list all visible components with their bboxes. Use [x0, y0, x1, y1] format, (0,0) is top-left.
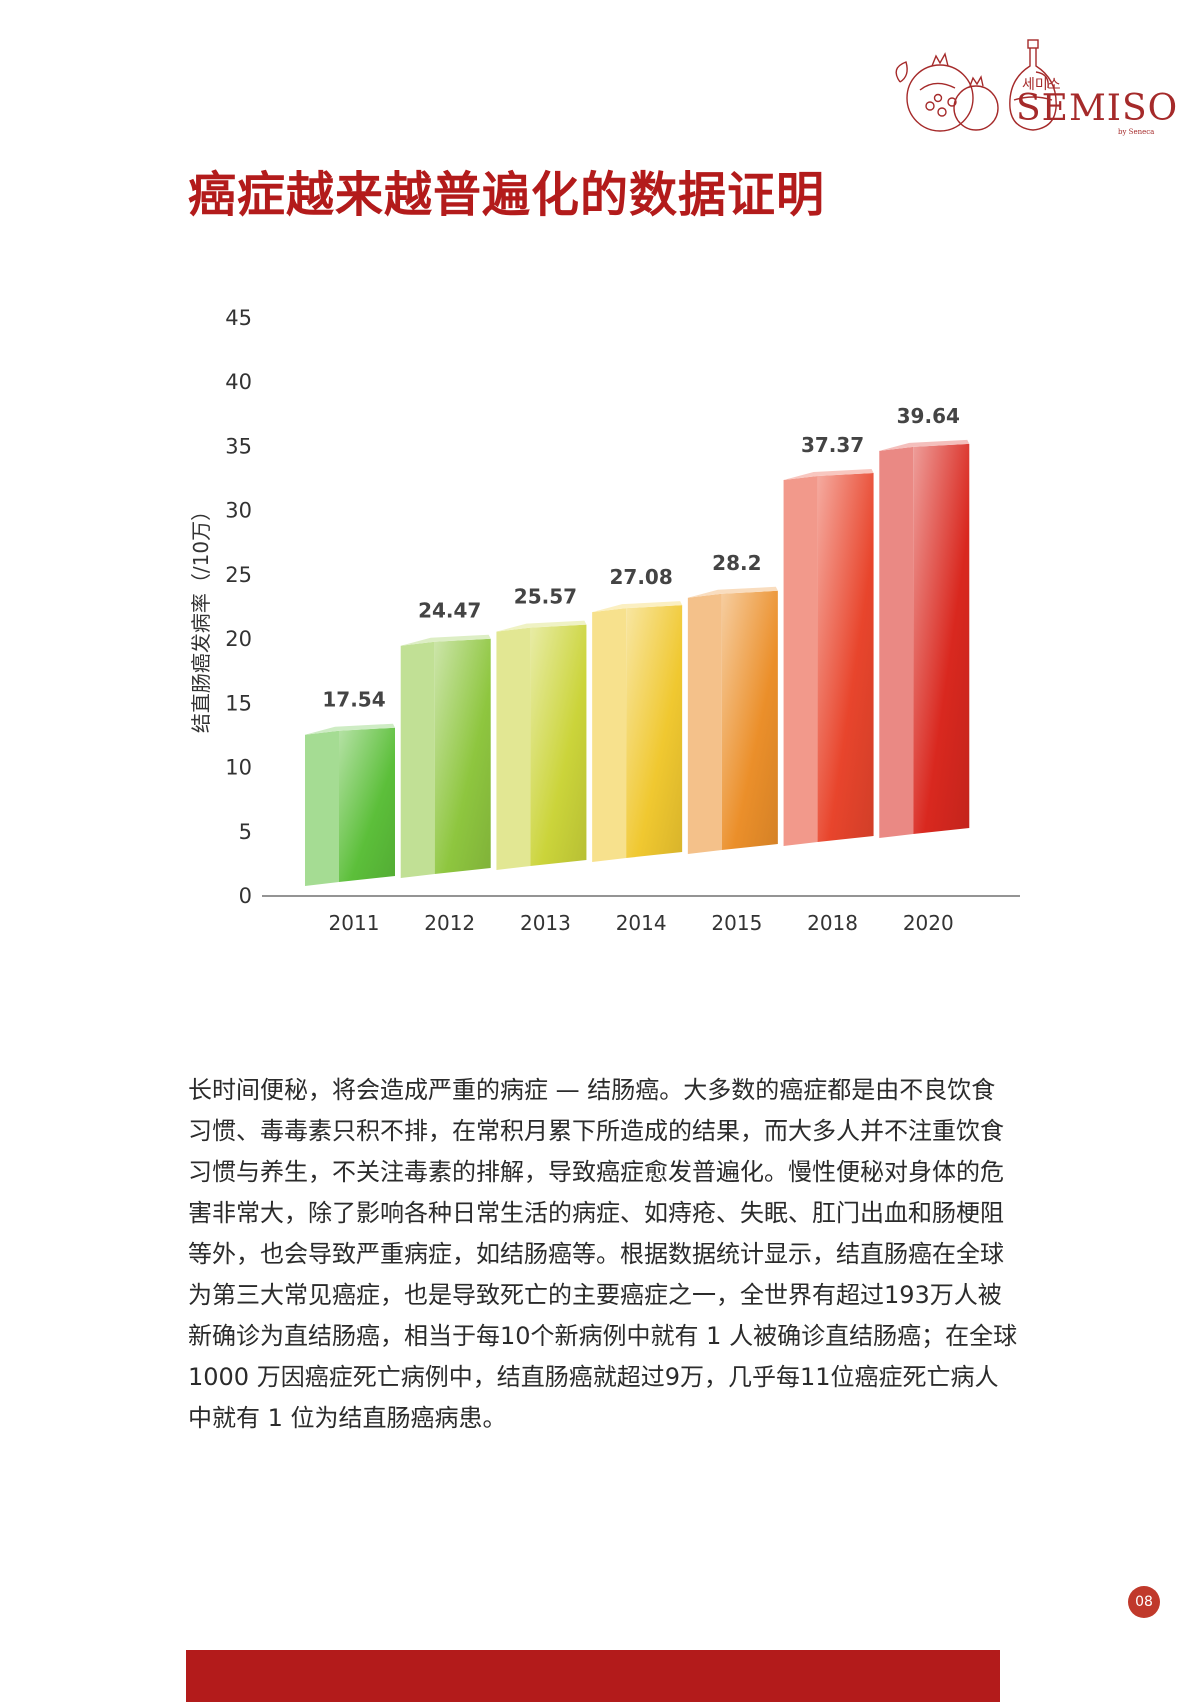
bar-top-face — [496, 620, 587, 632]
page-number: 08 — [1128, 1586, 1160, 1618]
semiso-logo — [895, 39, 1057, 132]
brand-name: SEMISO — [1016, 88, 1179, 129]
bar-front-face — [434, 638, 491, 874]
bar-top-face — [783, 469, 874, 481]
bar-top-face — [592, 601, 683, 613]
data-label: 28.2 — [712, 551, 761, 575]
y-axis-label: 结直肠癌发病率（/10万） — [189, 501, 213, 733]
bar-side-face — [305, 730, 339, 886]
x-tick-label: 2013 — [520, 911, 571, 935]
bar-front-face — [530, 624, 587, 866]
bar-side-face — [687, 593, 722, 854]
data-label: 17.54 — [322, 688, 385, 712]
data-label: 39.64 — [897, 404, 960, 428]
bar-side-face — [400, 641, 435, 878]
footer-bar — [186, 1650, 1000, 1702]
bar-side-face — [496, 627, 531, 870]
data-label: 24.47 — [418, 599, 481, 623]
bar-2011 — [305, 723, 395, 886]
y-tick-label: 45 — [225, 306, 252, 330]
bar-2013 — [496, 620, 587, 870]
bar-top-face — [687, 586, 778, 598]
bar-2020 — [879, 439, 970, 838]
y-tick-label: 5 — [239, 820, 252, 844]
data-label: 37.37 — [801, 433, 864, 457]
bar-2018 — [783, 469, 874, 846]
y-tick-label: 15 — [225, 691, 252, 715]
pomegranate-icon — [895, 52, 999, 132]
body-paragraph: 长时间便秘，将会造成严重的病症 — 结肠癌。大多数的癌症都是由不良饮食习惯、毒毒… — [188, 1076, 1018, 1432]
bar-2014 — [592, 601, 683, 862]
bar-side-face — [783, 476, 818, 846]
bar-2015 — [687, 586, 778, 854]
bar-chart: 结直肠癌发病率（/10万） 0 5 10 15 20 25 30 35 40 45 17.54 24… — [189, 306, 1020, 935]
y-tick-label: 25 — [225, 563, 252, 587]
bottle-icon — [1009, 39, 1057, 131]
brand-byline: by Seneca — [1118, 128, 1155, 136]
x-tick-label: 2018 — [807, 911, 858, 935]
bar-top-face — [305, 723, 395, 735]
bar-2012 — [400, 634, 491, 878]
y-tick-label: 35 — [225, 434, 252, 458]
bar-side-face — [879, 446, 914, 838]
y-tick-label: 40 — [225, 370, 252, 394]
x-tick-label: 2011 — [329, 911, 380, 935]
y-tick-label: 30 — [225, 499, 252, 523]
bar-front-face — [339, 727, 395, 882]
bar-top-face — [879, 439, 970, 451]
bar-top-face — [400, 634, 491, 646]
y-tick-label: 20 — [225, 627, 252, 651]
brand-korean: 세미소 — [1022, 77, 1061, 93]
bar-front-face — [721, 590, 778, 850]
x-tick-label: 2014 — [616, 911, 667, 935]
x-tick-label: 2015 — [711, 911, 762, 935]
y-tick-label: 0 — [239, 884, 252, 908]
page-title: 癌症越来越普遍化的数据证明 — [188, 167, 826, 223]
y-tick-label: 10 — [225, 756, 252, 780]
bar-front-face — [817, 473, 874, 842]
x-tick-label: 2012 — [424, 911, 475, 935]
x-tick-label: 2020 — [903, 911, 954, 935]
bar-front-face — [913, 443, 970, 834]
data-label: 25.57 — [514, 585, 577, 609]
bar-side-face — [592, 608, 627, 862]
bar-front-face — [626, 605, 683, 858]
data-label: 27.08 — [610, 565, 673, 589]
